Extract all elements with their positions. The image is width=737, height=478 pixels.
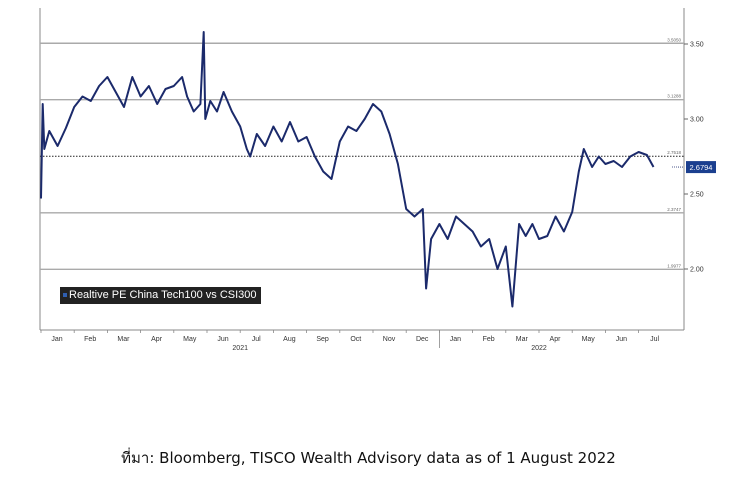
x-tick-label: Apr bbox=[151, 336, 163, 343]
x-tick-label: Sep bbox=[316, 336, 329, 343]
series-line bbox=[40, 31, 655, 308]
line-chart: 3.5050 3.1288 2.7518 2.3747 1.9977 3.50 3.00 2.… bbox=[39, 8, 716, 352]
x-tick-label: Mar bbox=[117, 336, 130, 343]
reference-line-label: 2.7518 bbox=[667, 150, 681, 155]
x-tick-label: Mar bbox=[516, 336, 529, 343]
legend-label: Realtive PE China Tech100 vs CSI300 bbox=[69, 289, 257, 301]
last-value-label: 2.6794 bbox=[690, 163, 713, 172]
source-caption: ที่มา: Bloomberg, TISCO Wealth Advisory … bbox=[121, 449, 616, 467]
x-tick-label: Aug bbox=[283, 336, 296, 343]
x-tick-label: Jul bbox=[252, 336, 261, 343]
x-tick-label: Nov bbox=[383, 336, 396, 343]
x-year-label: 2021 bbox=[232, 345, 248, 352]
x-tick-label: Dec bbox=[416, 336, 429, 343]
y-tick-label: 2.50 bbox=[690, 192, 704, 199]
reference-line-label: 3.5050 bbox=[667, 37, 681, 42]
x-tick-label: May bbox=[183, 336, 197, 343]
x-tick-label: Jan bbox=[51, 336, 62, 343]
x-year-label: 2022 bbox=[531, 345, 547, 352]
x-tick-label: Jun bbox=[217, 336, 228, 343]
reference-line-label: 2.3747 bbox=[667, 207, 681, 212]
x-tick-label: Oct bbox=[350, 336, 361, 343]
x-tick-label: Apr bbox=[550, 336, 562, 343]
x-tick-label: Jun bbox=[616, 336, 627, 343]
y-tick-label: 2.00 bbox=[690, 267, 704, 274]
y-tick-label: 3.50 bbox=[690, 42, 704, 49]
last-value-badge bbox=[686, 161, 716, 174]
legend-swatch bbox=[63, 293, 67, 298]
x-tick-label: Jan bbox=[450, 336, 461, 343]
x-tick-label: Jul bbox=[650, 336, 659, 343]
legend: Realtive PE China Tech100 vs CSI300 bbox=[60, 287, 261, 304]
chart-area: 3.5050 3.1288 2.7518 2.3747 1.9977 3.50 3.00 2.… bbox=[39, 8, 716, 352]
reference-line-label: 1.9977 bbox=[667, 263, 681, 268]
y-tick-label: 3.00 bbox=[690, 117, 704, 124]
x-tick-label: Feb bbox=[483, 336, 495, 343]
reference-line-label: 3.1288 bbox=[667, 94, 681, 99]
x-tick-label: Feb bbox=[84, 336, 96, 343]
x-tick-label: May bbox=[582, 336, 596, 343]
